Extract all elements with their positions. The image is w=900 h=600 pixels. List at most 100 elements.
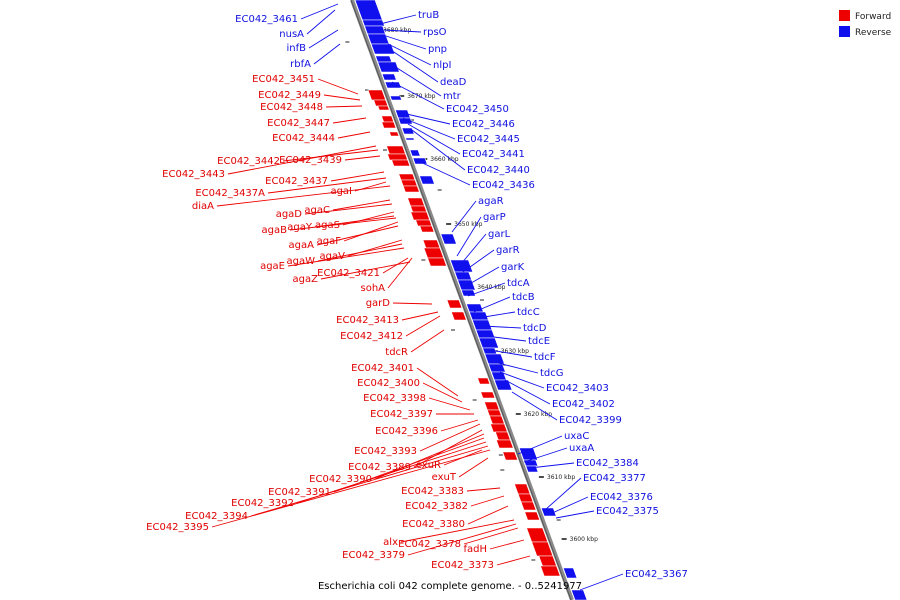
forward-gene-block[interactable] <box>540 565 561 577</box>
reverse-gene-block[interactable] <box>440 233 457 245</box>
reverse-gene-block[interactable] <box>478 337 500 349</box>
gene-label-agay[interactable]: agaY <box>287 222 313 233</box>
reverse-gene-block[interactable] <box>384 81 402 89</box>
gene-label-ec042-3377[interactable]: EC042_3377 <box>583 473 646 484</box>
forward-gene-block[interactable] <box>373 99 389 107</box>
gene-label-ec042-3461[interactable]: EC042_3461 <box>235 14 298 25</box>
gene-label-rpso[interactable]: rpsO <box>423 27 447 38</box>
gene-label-ec042-3382[interactable]: EC042_3382 <box>405 501 468 512</box>
gene-label-agaa[interactable]: agaA <box>289 240 315 251</box>
forward-gene-block[interactable] <box>490 423 508 433</box>
gene-label-agav[interactable]: agaV <box>320 251 346 262</box>
gene-label-ec042-3437[interactable]: EC042_3437 <box>265 176 328 187</box>
reverse-gene-block[interactable] <box>397 117 413 125</box>
gene-label-garl[interactable]: garL <box>488 229 511 240</box>
forward-gene-block[interactable] <box>517 493 534 503</box>
reverse-gene-block[interactable] <box>460 289 476 297</box>
gene-label-dead[interactable]: deaD <box>440 77 467 88</box>
gene-label-ec042-3384[interactable]: EC042_3384 <box>576 458 639 469</box>
gene-label-tdcg[interactable]: tdcG <box>540 368 564 379</box>
forward-gene-block[interactable] <box>391 159 411 167</box>
forward-gene-block[interactable] <box>450 311 467 321</box>
gene-label-ec042-3445[interactable]: EC042_3445 <box>457 134 520 145</box>
gene-label-ec042-3383[interactable]: EC042_3383 <box>401 486 464 497</box>
gene-label-ec042-3399[interactable]: EC042_3399 <box>559 415 622 426</box>
gene-label-trub[interactable]: truB <box>418 10 439 21</box>
reverse-gene-block[interactable] <box>381 73 397 81</box>
reverse-gene-block[interactable] <box>412 157 428 165</box>
gene-label-tdcd[interactable]: tdcD <box>523 323 547 334</box>
forward-gene-block[interactable] <box>402 185 420 193</box>
gene-label-ec042-3442[interactable]: EC042_3442 <box>217 156 280 167</box>
forward-gene-block[interactable] <box>477 377 491 385</box>
gene-label-agac[interactable]: agaC <box>304 205 330 216</box>
reverse-gene-block[interactable] <box>377 61 400 73</box>
reverse-gene-block[interactable] <box>523 459 539 467</box>
gene-label-ec042-3398[interactable]: EC042_3398 <box>363 393 426 404</box>
forward-gene-block[interactable] <box>446 299 463 309</box>
reverse-gene-block[interactable] <box>375 55 393 63</box>
gene-label-ec042-3392[interactable]: EC042_3392 <box>231 498 294 509</box>
gene-label-tdcb[interactable]: tdcB <box>512 292 535 303</box>
reverse-gene-block[interactable] <box>468 311 489 321</box>
reverse-gene-block[interactable] <box>493 379 513 391</box>
gene-label-ec042-3412[interactable]: EC042_3412 <box>340 331 403 342</box>
gene-label-agar[interactable]: agaR <box>478 196 504 207</box>
gene-label-agab[interactable]: agaB <box>262 225 288 236</box>
forward-gene-block[interactable] <box>423 247 445 259</box>
gene-label-ec042-3400[interactable]: EC042_3400 <box>357 378 420 389</box>
gene-label-agai[interactable]: agaI <box>330 186 352 197</box>
gene-label-infb[interactable]: infB <box>287 43 307 54</box>
gene-label-ec042-3403[interactable]: EC042_3403 <box>546 383 609 394</box>
forward-gene-block[interactable] <box>410 211 431 221</box>
gene-label-uxac[interactable]: uxaC <box>564 431 589 442</box>
gene-label-ec042-3375[interactable]: EC042_3375 <box>596 506 659 517</box>
reverse-gene-block[interactable] <box>471 319 493 331</box>
forward-gene-block[interactable] <box>538 555 557 567</box>
reverse-gene-block[interactable] <box>562 567 578 579</box>
gene-label-ec042-3391[interactable]: EC042_3391 <box>268 487 331 498</box>
gene-label-ec042-3393[interactable]: EC042_3393 <box>354 446 417 457</box>
forward-gene-block[interactable] <box>410 205 428 213</box>
forward-gene-block[interactable] <box>489 415 505 425</box>
forward-gene-block[interactable] <box>427 257 447 267</box>
gene-label-ec042-3396[interactable]: EC042_3396 <box>375 426 438 437</box>
gene-label-ec042-3395[interactable]: EC042_3395 <box>146 522 209 533</box>
gene-label-ec042-3380[interactable]: EC042_3380 <box>402 519 465 530</box>
gene-label-ec042-3441[interactable]: EC042_3441 <box>462 149 525 160</box>
gene-label-agas[interactable]: agaS <box>315 220 340 231</box>
gene-label-garr[interactable]: garR <box>496 245 520 256</box>
gene-label-ec042-3376[interactable]: EC042_3376 <box>590 492 653 503</box>
gene-label-ec042-3451[interactable]: EC042_3451 <box>252 74 315 85</box>
gene-label-ec042-3449[interactable]: EC042_3449 <box>258 90 321 101</box>
gene-label-rbfa[interactable]: rbfA <box>290 59 311 70</box>
gene-label-ec042-3448[interactable]: EC042_3448 <box>260 102 323 113</box>
forward-gene-block[interactable] <box>388 131 400 137</box>
gene-label-tdce[interactable]: tdcE <box>528 336 550 347</box>
gene-label-ec042-3397[interactable]: EC042_3397 <box>370 409 433 420</box>
reverse-gene-block[interactable] <box>419 175 435 185</box>
gene-label-ec042-3413[interactable]: EC042_3413 <box>336 315 399 326</box>
forward-gene-block[interactable] <box>400 179 418 187</box>
gene-label-ec042-3446[interactable]: EC042_3446 <box>452 119 515 130</box>
forward-gene-block[interactable] <box>381 115 395 123</box>
forward-gene-block[interactable] <box>419 225 435 233</box>
reverse-gene-block[interactable] <box>361 19 385 27</box>
gene-label-tdca[interactable]: tdcA <box>507 278 530 289</box>
gene-label-ec042-3443[interactable]: EC042_3443 <box>162 169 225 180</box>
forward-gene-block[interactable] <box>422 239 441 249</box>
gene-label-tdcf[interactable]: tdcF <box>534 352 556 363</box>
gene-label-nlpi[interactable]: nlpI <box>433 60 451 71</box>
gene-label-ec042-3378[interactable]: EC042_3378 <box>398 539 461 550</box>
forward-gene-block[interactable] <box>386 145 406 155</box>
reverse-gene-block[interactable] <box>570 589 588 600</box>
forward-gene-block[interactable] <box>483 401 500 411</box>
gene-label-tdcc[interactable]: tdcC <box>517 307 540 318</box>
forward-gene-block[interactable] <box>387 153 409 161</box>
gene-label-tdcr[interactable]: tdcR <box>385 347 408 358</box>
reverse-gene-block[interactable] <box>367 33 390 45</box>
gene-label-diaa[interactable]: diaA <box>192 201 214 212</box>
reverse-gene-block[interactable] <box>409 149 421 157</box>
forward-gene-block[interactable] <box>407 197 425 207</box>
gene-label-ec042-3389[interactable]: EC042_3389 <box>348 462 411 473</box>
